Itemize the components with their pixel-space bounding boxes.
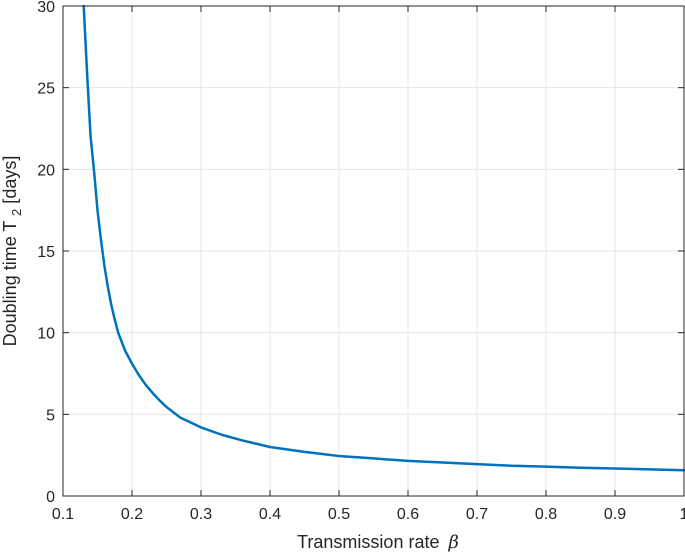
- x-tick-label: 0.6: [397, 506, 419, 523]
- y-tick-label: 5: [46, 407, 55, 424]
- y-tick-label: 30: [37, 0, 55, 16]
- y-axis-label-text: Doubling time T: [0, 221, 20, 347]
- grid-lines: [62, 5, 685, 497]
- x-tick-label: 0.9: [604, 506, 626, 523]
- x-tick-label: 0.5: [328, 506, 350, 523]
- y-tick-label: 15: [37, 244, 55, 261]
- x-tick-label: 0.8: [535, 506, 557, 523]
- series-group: [82, 4, 685, 472]
- x-tick-label: 0.1: [52, 506, 74, 523]
- x-axis-label-text: Transmission rate: [297, 532, 439, 552]
- x-tick-label: 0.2: [121, 506, 143, 523]
- y-tick-label: 20: [37, 162, 55, 179]
- x-axis-label: Transmission rate β: [297, 532, 459, 553]
- y-tick-label: 10: [37, 326, 55, 343]
- x-tick-label: 0.7: [466, 506, 488, 523]
- y-tick-label: 25: [37, 81, 55, 98]
- y-axis-label: Doubling time T 2 [days]: [0, 156, 25, 347]
- y-axis-label-suffix: [days]: [0, 156, 20, 204]
- x-tick-label: 1: [680, 506, 685, 523]
- x-tick-label: 0.4: [259, 506, 281, 523]
- y-tick-label: 0: [46, 489, 55, 506]
- y-axis-label-subscript: 2: [9, 209, 24, 216]
- series-line-0: [82, 4, 685, 472]
- x-axis-label-symbol: β: [447, 532, 458, 553]
- x-tick-label: 0.3: [190, 506, 212, 523]
